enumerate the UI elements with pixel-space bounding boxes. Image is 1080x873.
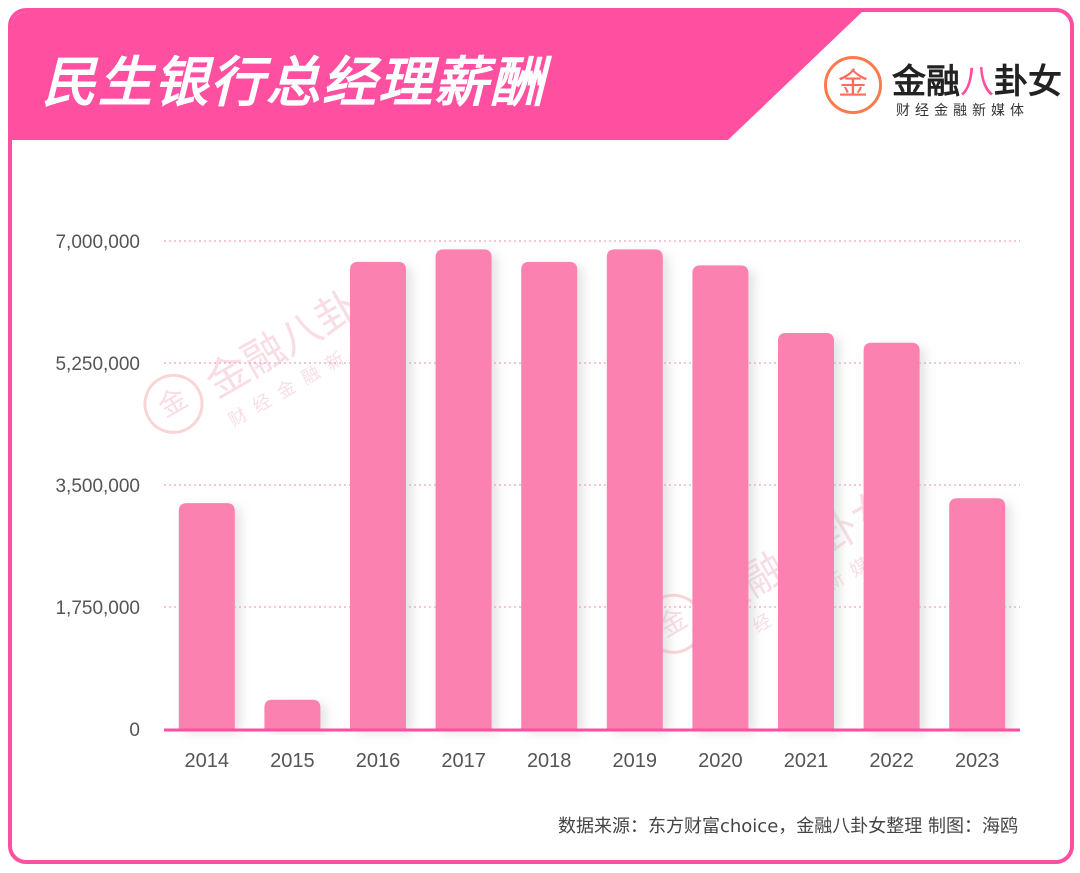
y-tick-label: 0	[129, 720, 140, 741]
logo-main-suffix: 卦女	[994, 62, 1062, 102]
chart-frame: 民生银行总经理薪酬 金 金融八卦女 财经金融新媒体 金金融八卦女 财经金融新媒体…	[8, 8, 1074, 864]
bar-2016	[350, 261, 406, 729]
bar-2023	[949, 498, 1006, 729]
y-tick-label: 1,750,000	[55, 598, 140, 619]
x-tick-label: 2014	[185, 750, 230, 772]
bar-2020	[692, 265, 749, 729]
source-note: 数据来源：东方财富choice，金融八卦女整理 制图：海鸥	[557, 816, 1018, 837]
x-tick-label: 2015	[270, 750, 315, 772]
logo-main-prefix: 金融	[892, 62, 960, 102]
chart-title: 民生银行总经理薪酬	[42, 51, 546, 114]
logo-subtitle: 财经金融新媒体	[896, 103, 1029, 119]
bar-2018	[521, 261, 578, 729]
x-tick-label: 2016	[356, 750, 401, 772]
brand-logo: 金 金融八卦女 财经金融新媒体	[824, 50, 1062, 126]
bar-2015	[264, 699, 321, 729]
bar-2019	[606, 249, 663, 729]
x-tick-label: 2019	[613, 750, 658, 772]
bar-2021	[778, 333, 834, 729]
x-tick-label: 2022	[869, 750, 914, 772]
bar-layer	[178, 249, 1006, 729]
logo-circle-icon: 金	[824, 56, 882, 114]
x-tick-label: 2023	[955, 750, 1000, 772]
bar-2014	[178, 503, 235, 729]
label-layer: 0 1,750,000 3,500,000 5,250,000 7,000,000 201…	[55, 232, 1020, 772]
bar-chart: 0 1,750,000 3,500,000 5,250,000 7,000,000 201…	[55, 232, 1020, 772]
x-tick-label: 2018	[527, 750, 572, 772]
bar-2022	[863, 342, 920, 729]
bar-2017	[435, 249, 492, 729]
y-tick-label: 3,500,000	[55, 476, 140, 497]
header-banner	[12, 12, 862, 140]
y-tick-label: 5,250,000	[55, 354, 140, 375]
logo-main-text: 金融八卦女	[892, 54, 1062, 103]
x-tick-label: 2017	[441, 750, 486, 772]
x-tick-label: 2021	[784, 750, 829, 772]
x-tick-label: 2020	[698, 750, 743, 772]
y-tick-label: 7,000,000	[55, 232, 140, 253]
logo-main-accent: 八	[960, 62, 994, 102]
